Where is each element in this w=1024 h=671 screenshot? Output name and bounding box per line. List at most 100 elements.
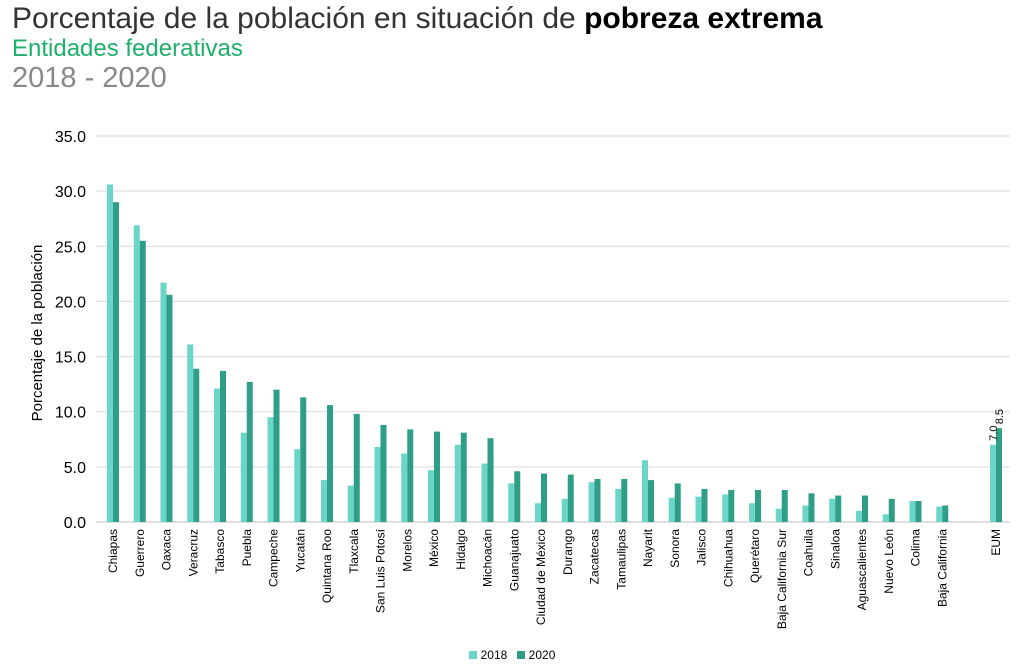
x-tick-label-quintana-roo: Quintana Roo xyxy=(320,529,334,603)
bar-yucatan-2018 xyxy=(294,449,301,522)
legend-label-2018: 2018 xyxy=(480,648,508,662)
bar-tlaxcala-2020 xyxy=(353,413,360,522)
bar-nuevo-leon-2020 xyxy=(888,498,895,522)
bar-chiapas-2020 xyxy=(113,202,119,522)
y-axis-label: Porcentaje de la población xyxy=(29,245,46,422)
bar-baja-california-sur-2020 xyxy=(781,490,788,522)
bar-baja-california-sur-2018 xyxy=(775,508,782,522)
x-tick-label-chiapas: Chiapas xyxy=(106,529,120,573)
x-tick-label-sinaloa: Sinaloa xyxy=(828,529,842,569)
chart-subtitle: Entidades federativas xyxy=(12,35,243,62)
bar-jalisco-2018 xyxy=(695,496,702,522)
bar-chihuahua-2018 xyxy=(722,494,729,522)
bar-baja-california-2018 xyxy=(936,506,943,522)
bar-san-luis-potosi-2018 xyxy=(374,447,381,522)
bar-sinaloa-2018 xyxy=(829,498,836,522)
bar-sonora-2020 xyxy=(674,483,681,522)
bar-chihuahua-2020 xyxy=(728,490,735,522)
bar-tabasco-2018 xyxy=(214,388,220,522)
bar-nuevo-leon-2018 xyxy=(882,514,889,522)
bar-chiapas-2018 xyxy=(107,184,113,523)
bar-ciudad-de-mexico-2020 xyxy=(541,473,547,522)
bar-veracruz-2018 xyxy=(187,344,194,522)
bar-colima-2020 xyxy=(915,501,922,522)
bar-baja-california-2020 xyxy=(942,505,949,522)
chart-title-prefix: Porcentaje de la población en situación … xyxy=(12,2,585,35)
bar-queretaro-2018 xyxy=(749,503,755,522)
x-tick-label-oaxaca: Oaxaca xyxy=(160,529,174,571)
x-tick-label-puebla: Puebla xyxy=(240,529,254,567)
y-tick-label: 0.0 xyxy=(64,515,86,532)
x-tick-label-nayarit: Nayarit xyxy=(641,528,655,567)
bar-sonora-2018 xyxy=(668,497,675,522)
bar-quintana-roo-2018 xyxy=(321,480,327,522)
x-tick-label-veracruz: Veracruz xyxy=(186,529,200,576)
bar-veracruz-2020 xyxy=(193,368,200,522)
y-tick-label: 20.0 xyxy=(55,294,86,311)
bar-aguascalientes-2020 xyxy=(862,495,868,522)
legend-item-2020: 2020 xyxy=(516,648,555,662)
bar-puebla-2020 xyxy=(246,381,253,522)
bar-durango-2018 xyxy=(561,498,568,522)
bar-tabasco-2020 xyxy=(220,370,226,522)
x-tick-label-sonora: Sonora xyxy=(668,529,682,568)
bar-coahuila-2020 xyxy=(808,493,815,522)
bar-yucatan-2020 xyxy=(300,397,307,522)
x-tick-label-baja-california: Baja California xyxy=(935,529,949,607)
x-tick-label-eum: EUM xyxy=(989,529,1003,556)
data-label-eum-2018: 7.0 xyxy=(988,426,1000,441)
x-tick-label-guanajuato: Guanajuato xyxy=(507,529,521,591)
bar-hidalgo-2020 xyxy=(460,432,467,522)
bar-campeche-2020 xyxy=(273,389,280,522)
bar-zacatecas-2020 xyxy=(594,478,601,522)
chart-title: Porcentaje de la población en situación … xyxy=(12,2,823,36)
x-tick-label-tabasco: Tabasco xyxy=(213,529,227,574)
bar-campeche-2018 xyxy=(267,417,274,522)
x-tick-label-tamaulipas: Tamaulipas xyxy=(614,529,628,590)
bar-morelos-2020 xyxy=(407,429,414,522)
bar-michoacan-2018 xyxy=(481,463,488,522)
y-tick-label: 25.0 xyxy=(55,239,86,256)
legend-item-2018: 2018 xyxy=(468,648,508,662)
bar-mexico-2020 xyxy=(434,431,440,522)
bar-nayarit-2020 xyxy=(648,480,654,522)
bar-hidalgo-2018 xyxy=(454,444,461,522)
x-tick-label-nuevo-leon: Nuevo León xyxy=(882,529,896,594)
y-tick-label: 10.0 xyxy=(55,405,86,422)
bar-colima-2018 xyxy=(909,501,916,522)
x-tick-label-colima: Colima xyxy=(909,529,923,567)
bar-eum-2020 xyxy=(996,428,1002,522)
bar-guerrero-2020 xyxy=(139,240,146,522)
bar-morelos-2018 xyxy=(401,453,408,522)
legend-swatch-2020 xyxy=(516,651,525,659)
bar-zacatecas-2018 xyxy=(588,482,595,522)
x-tick-label-zacatecas: Zacatecas xyxy=(588,529,602,584)
bar-puebla-2018 xyxy=(240,432,247,522)
data-label-eum-2020: 8.5 xyxy=(994,409,1006,424)
bar-sinaloa-2020 xyxy=(835,495,842,522)
title-block: Porcentaje de la población en situación … xyxy=(12,2,823,94)
chart-title-emphasis: pobreza extrema xyxy=(584,2,823,35)
bar-aguascalientes-2018 xyxy=(856,510,862,522)
bar-san-luis-potosi-2020 xyxy=(380,424,387,522)
x-tick-label-san-luis-potosi: San Luis Potosí xyxy=(374,528,388,613)
bar-mexico-2018 xyxy=(428,470,434,522)
x-tick-label-durango: Durango xyxy=(561,529,575,575)
x-tick-label-baja-california-sur: Baja California Sur xyxy=(775,529,789,629)
x-tick-label-yucatan: Yucatán xyxy=(293,529,307,572)
bar-durango-2020 xyxy=(567,474,574,522)
y-tick-label: 30.0 xyxy=(55,184,86,201)
x-tick-label-jalisco: Jalisco xyxy=(695,529,709,566)
x-tick-label-mexico: México xyxy=(427,529,441,567)
legend: 2018 2020 xyxy=(0,648,1024,662)
x-tick-label-ciudad-de-mexico: Ciudad de México xyxy=(534,529,548,625)
legend-swatch-2018 xyxy=(468,651,477,659)
x-tick-label-hidalgo: Hidalgo xyxy=(454,529,468,570)
x-tick-label-morelos: Morelos xyxy=(400,529,414,572)
bar-coahuila-2018 xyxy=(802,505,809,522)
x-tick-label-coahuila: Coahuila xyxy=(802,529,816,577)
bar-tlaxcala-2018 xyxy=(347,485,354,522)
bar-guanajuato-2018 xyxy=(508,483,515,522)
bar-tamaulipas-2018 xyxy=(615,488,622,522)
